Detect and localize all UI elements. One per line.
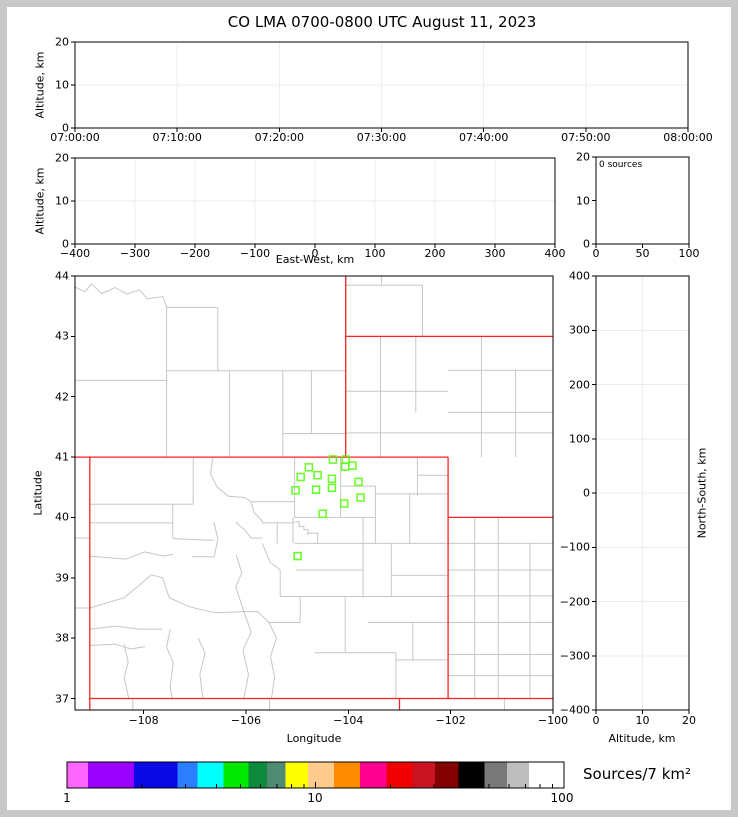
ew_height-xtick-label: −300 (119, 247, 151, 260)
ns_height-ytick-label: 400 (569, 269, 590, 283)
time_height-xtick-label: 07:20:00 (254, 131, 305, 144)
map-ytick-label: 43 (55, 329, 69, 343)
ew-height-ylabel: Altitude, km (33, 167, 47, 235)
ns_height-ytick-label: −100 (559, 540, 590, 554)
colorbar-label: Sources/7 km² (583, 765, 692, 783)
ns_height-ytick-label: −200 (559, 595, 590, 608)
map-ylabel: Latitude (31, 470, 45, 516)
ns_height-ytick-label: −300 (559, 649, 590, 663)
ew_height-xtick-label: 400 (544, 247, 566, 260)
ns-height-ylabel: North-South, km (695, 447, 709, 539)
time_height-xtick-label: 07:00:00 (50, 131, 100, 144)
map-ytick-label: 44 (55, 269, 69, 283)
map-ytick-label: 42 (55, 390, 69, 404)
ew_height-ytick-label: 10 (55, 194, 69, 208)
colorbar-tick-100: 100 (550, 791, 574, 805)
time-height-ylabel: Altitude, km (33, 51, 47, 119)
map-ytick-label: 39 (55, 571, 69, 585)
ew_height-xtick-label: 200 (424, 247, 446, 260)
map-xlabel: Longitude (286, 732, 342, 745)
ns_height-xtick-label: 10 (635, 714, 650, 727)
ns-height-xlabel: Altitude, km (608, 732, 676, 745)
ns_height-ytick-label: 100 (569, 432, 590, 446)
source-count-annotation: 0 sources (599, 160, 643, 170)
alt_hist-ytick-label: 0 (583, 237, 590, 251)
map-xtick-label: −102 (435, 714, 466, 727)
time_height-xtick-label: 07:40:00 (458, 131, 509, 144)
alt_hist-xtick-label: 0 (592, 247, 600, 260)
map-ytick-label: 41 (55, 450, 69, 464)
ew_height-xtick-label: −200 (179, 247, 211, 260)
map-xtick-label: −104 (333, 714, 364, 727)
ew_height-xtick-label: 0 (311, 247, 319, 260)
colorbar-tick-10: 10 (307, 791, 323, 805)
colorbar-tick-1: 1 (63, 791, 71, 805)
page-title: CO LMA 0700-0800 UTC August 11, 2023 (227, 13, 537, 31)
map-xtick-label: −106 (230, 714, 262, 727)
ew-height-xlabel: East-West, km (275, 253, 355, 266)
ns_height-xtick-label: 20 (682, 714, 696, 727)
alt_hist-ytick-label: 20 (576, 150, 590, 164)
time_height-ytick-label: 10 (55, 78, 69, 92)
map-ytick-label: 37 (55, 692, 69, 706)
ew_height-xtick-label: 100 (364, 247, 386, 260)
map-xtick-label: −108 (128, 714, 159, 727)
alt_hist-ytick-label: 10 (576, 194, 590, 207)
alt_hist-xtick-label: 100 (678, 247, 700, 260)
time_height-ytick-label: 20 (55, 35, 69, 49)
map-xtick-label: −100 (537, 714, 569, 727)
map-ytick-label: 38 (55, 631, 69, 645)
ew_height-xtick-label: −100 (239, 247, 271, 260)
time_height-xtick-label: 07:50:00 (561, 131, 611, 144)
ew_height-xtick-label: 300 (484, 247, 506, 260)
ns_height-xtick-label: 0 (592, 714, 600, 727)
alt_hist-xtick-label: 50 (635, 247, 650, 260)
ns_height-ytick-label: 0 (583, 486, 590, 500)
ns_height-ytick-label: 200 (569, 378, 590, 391)
time_height-xtick-label: 08:00:00 (663, 131, 713, 144)
ew_height-xtick-label: −400 (59, 247, 91, 260)
ns_height-ytick-label: −400 (559, 703, 590, 717)
time_height-xtick-label: 07:10:00 (152, 131, 202, 144)
ns_height-ytick-label: 300 (569, 323, 590, 337)
time_height-ytick-label: 0 (62, 121, 69, 135)
map-ytick-label: 40 (55, 510, 69, 524)
time_height-xtick-label: 07:30:00 (356, 131, 407, 144)
ew_height-ytick-label: 20 (55, 151, 69, 165)
ew_height-ytick-label: 0 (62, 237, 69, 251)
